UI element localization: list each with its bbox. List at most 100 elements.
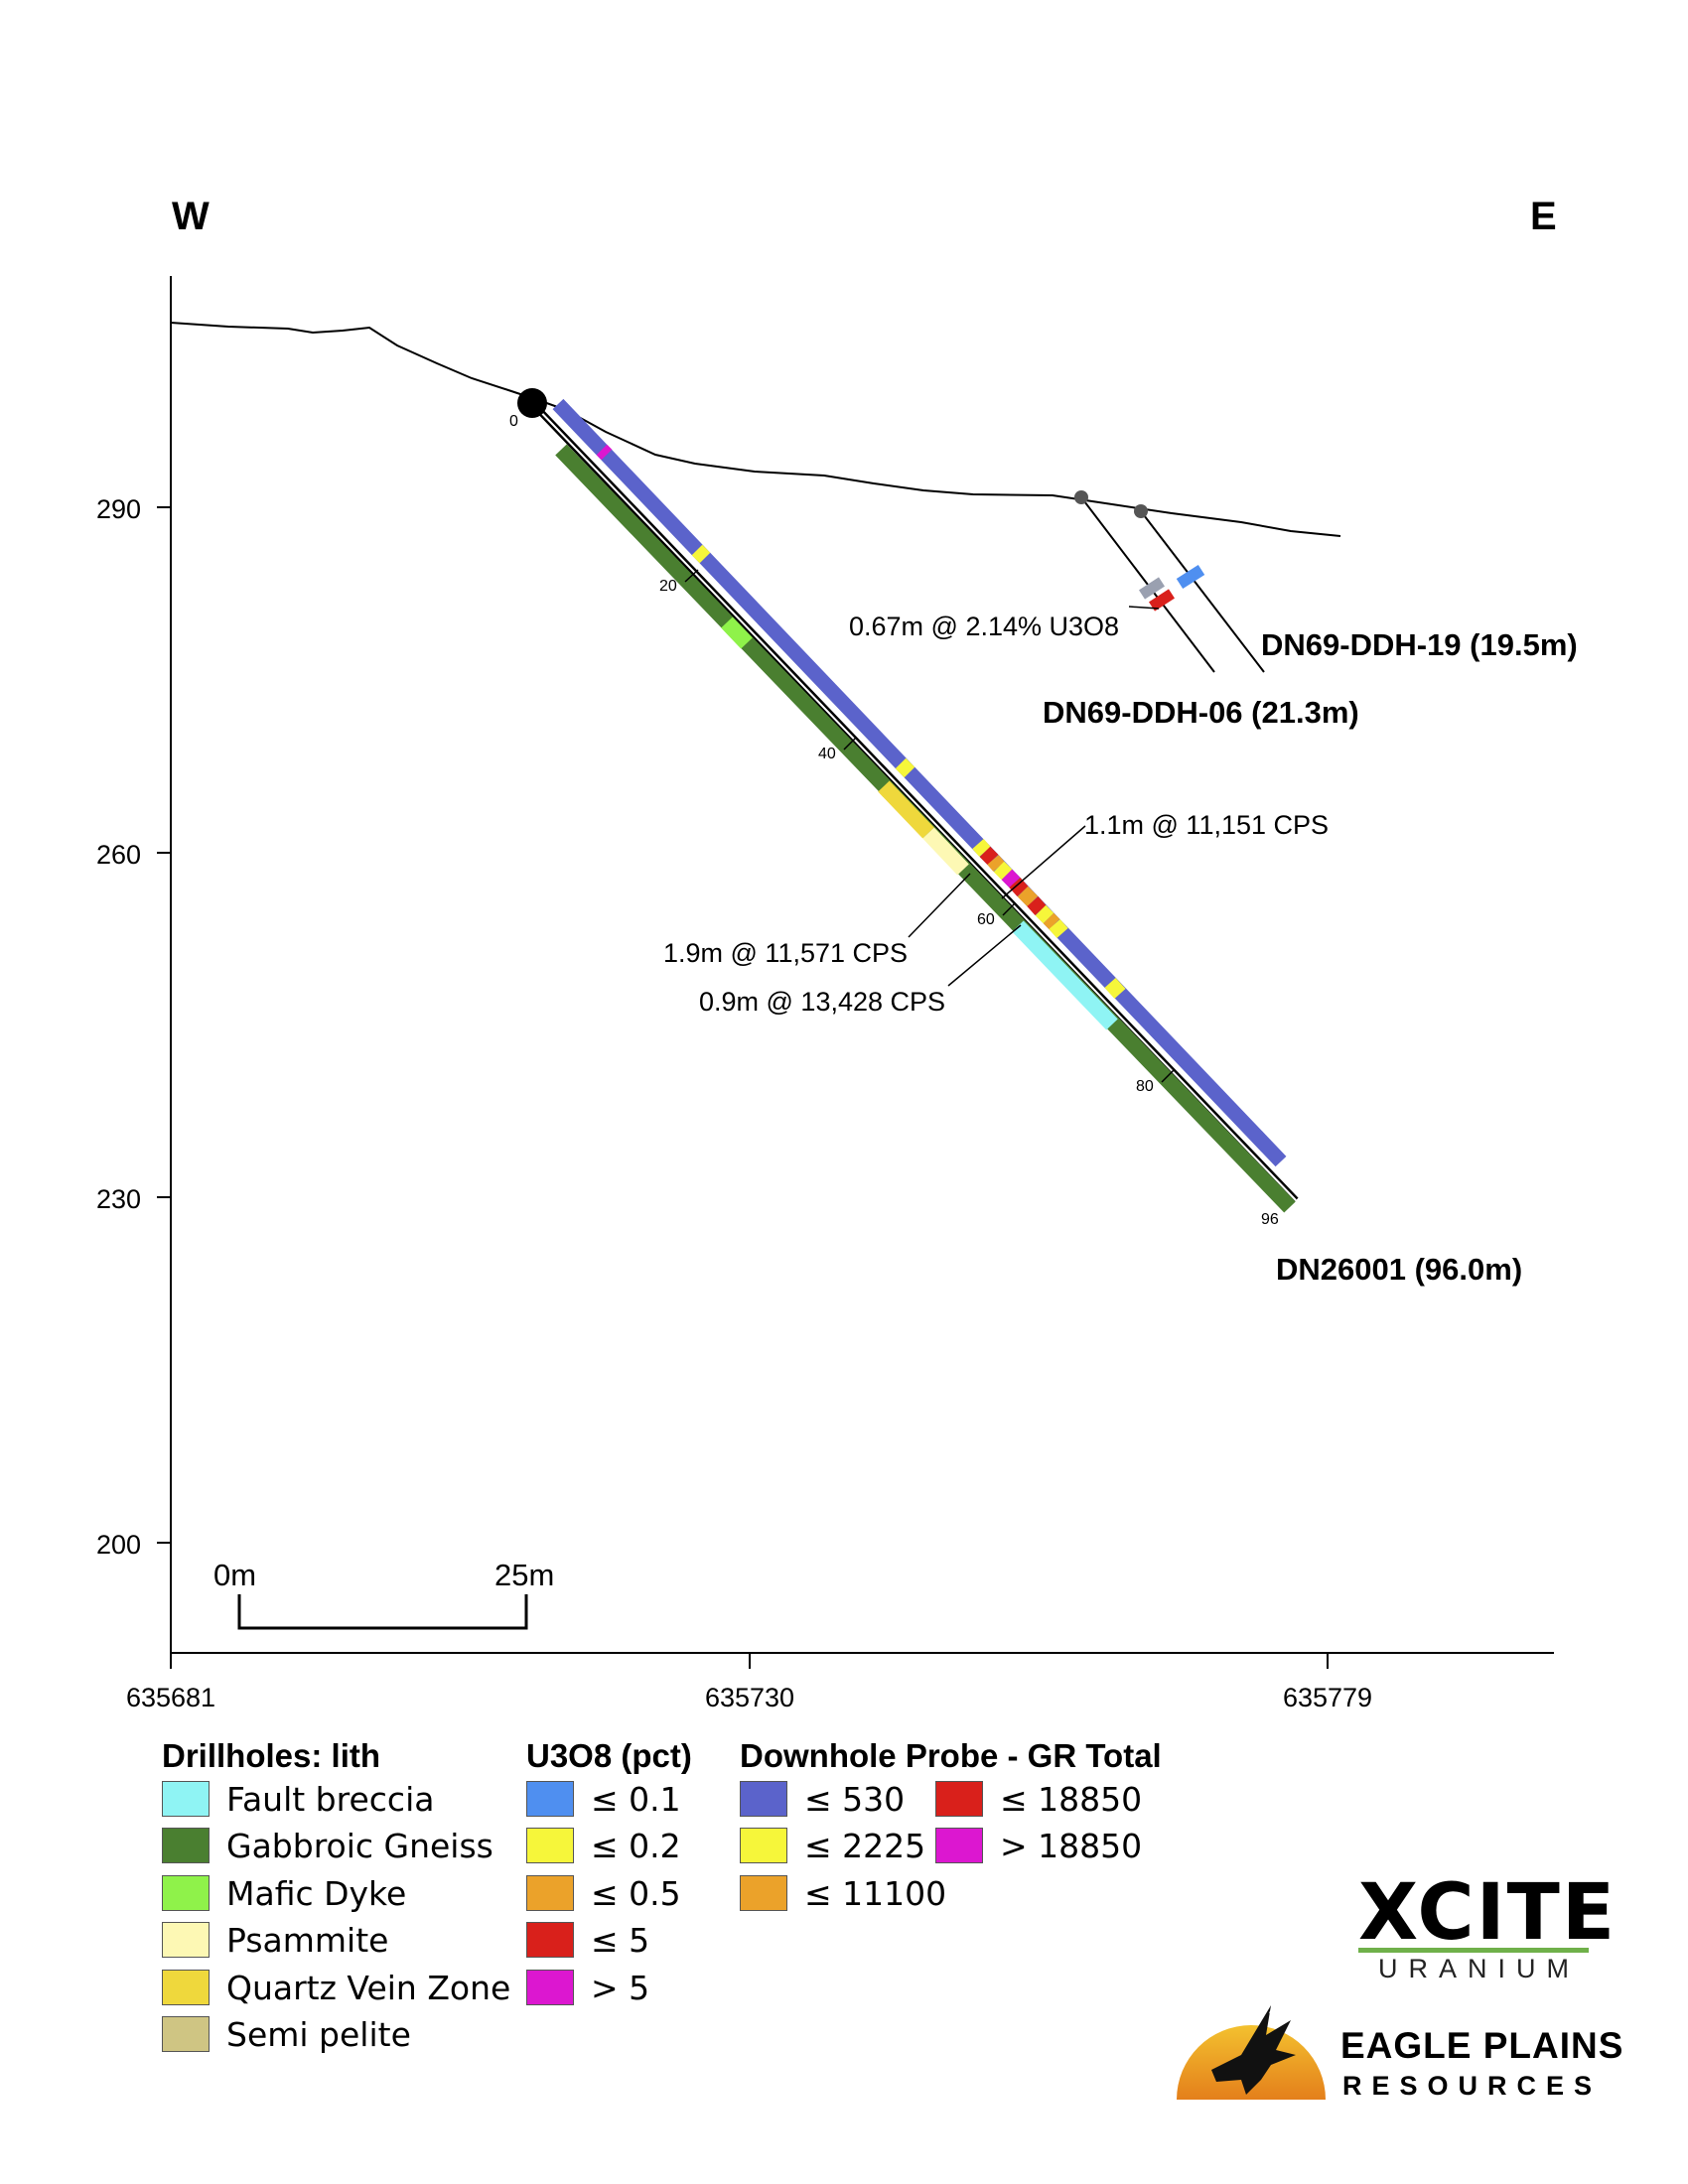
legend-item-u3o8: > 5 [526, 1968, 649, 2007]
legend-label: ≤ 2225 [804, 1826, 926, 1865]
legend-item-psammite: Psammite [162, 1920, 388, 1960]
lith-segment-quartz-vein [878, 780, 934, 839]
legend-label: Semi pelite [226, 2014, 411, 2054]
y-tick-230: 230 [96, 1184, 171, 1214]
legend-item-semi-pelite: Semi pelite [162, 2014, 411, 2054]
legend-item-probe: ≤ 2225 [740, 1826, 925, 1865]
probe-segment-yellow [691, 544, 711, 564]
legend-swatch [162, 1970, 210, 2005]
drillhole-dn69-ddh-19 [1134, 504, 1265, 673]
depth-mark: 0 [509, 413, 518, 430]
probe-segment-yellow [1104, 977, 1126, 1000]
legend-item-probe: ≤ 530 [740, 1779, 905, 1819]
depth-mark: 80 [1136, 1078, 1154, 1095]
annotation-u3o8: 0.67m @ 2.14% U3O8 [849, 612, 1119, 641]
leader-line [947, 924, 1022, 987]
legend-item-mafic-dyke: Mafic Dyke [162, 1873, 406, 1913]
legend-label: Fault breccia [226, 1779, 435, 1819]
legend-title-lith: Drillholes: lith [162, 1737, 381, 1774]
legend-item-gabbroic-gneiss: Gabbroic Gneiss [162, 1826, 493, 1865]
xcite-logo-rule [1358, 1948, 1589, 1953]
legend-swatch [935, 1828, 983, 1863]
legend-swatch [526, 1970, 574, 2005]
y-tick-label: 200 [96, 1530, 141, 1560]
legend-swatch [526, 1875, 574, 1911]
legend-label: ≤ 0.5 [591, 1873, 681, 1913]
probe-segment-red [979, 846, 999, 866]
xcite-logo: XCITE [1358, 1868, 1618, 1958]
legend-item-u3o8: ≤ 0.5 [526, 1873, 681, 1913]
scale-bar-end: 25m [494, 1558, 554, 1592]
xcite-logo-subtitle: URANIUM [1378, 1954, 1580, 1983]
probe-segment-magenta [596, 444, 613, 461]
legend-label: Psammite [226, 1920, 389, 1960]
lith-segment-psammite [922, 827, 969, 876]
annotation-cps: 1.1m @ 11,151 CPS [1084, 810, 1329, 840]
depth-mark: 40 [818, 746, 836, 762]
probe-segment-yellow [993, 861, 1013, 881]
legend-item-u3o8: ≤ 0.1 [526, 1779, 681, 1819]
hole-label: DN69-DDH-06 (21.3m) [1043, 695, 1359, 730]
scale-bar-start: 0m [213, 1558, 256, 1592]
eagle-plains-logo: EAGLE PLAINS [1340, 2025, 1624, 2066]
legend-label: ≤ 11100 [804, 1873, 947, 1913]
x-tick-label: 635681 [126, 1683, 215, 1712]
legend-swatch [740, 1875, 787, 1911]
depth-marks: 0 20 40 60 80 96 [509, 413, 1279, 1228]
legend-label: ≤ 5 [591, 1920, 650, 1960]
legend-item-probe: ≤ 18850 [935, 1779, 1142, 1819]
probe-segment-magenta [1001, 869, 1021, 888]
legend-swatch [740, 1828, 787, 1863]
legend-item-fault-breccia: Fault breccia [162, 1779, 434, 1819]
probe-segment-yellow [972, 839, 991, 857]
legend-label: Quartz Vein Zone [226, 1968, 511, 2007]
legend-label: > 5 [591, 1968, 650, 2007]
leader-line [1001, 825, 1086, 899]
assay-segment-grey [1139, 577, 1165, 600]
lith-segment-fault-breccia [1012, 920, 1118, 1030]
probe-segment-orange [1043, 912, 1060, 930]
legend-swatch [162, 1781, 210, 1817]
x-tick-label: 635779 [1283, 1683, 1372, 1712]
x-tick-635681: 635681 [126, 1653, 215, 1712]
lith-track [555, 444, 1296, 1213]
cross-section: 290 260 230 200 635681 635730 635779 [96, 276, 1578, 1712]
legend-swatch [935, 1781, 983, 1817]
depth-mark: 20 [659, 578, 677, 595]
legend-swatch [526, 1922, 574, 1958]
legend-swatch [526, 1781, 574, 1817]
legend-item-quartz-vein-zone: Quartz Vein Zone [162, 1968, 510, 2007]
legend-label: ≤ 0.2 [591, 1826, 681, 1865]
eagle-logo-icon [1177, 2005, 1326, 2100]
x-tick-635730: 635730 [705, 1653, 794, 1712]
legend-title-u3o8: U3O8 (pct) [526, 1737, 692, 1774]
y-tick-label: 290 [96, 494, 141, 524]
leader-line [908, 873, 971, 938]
legend-swatch [740, 1781, 787, 1817]
drillhole-dn69-ddh-06 [1074, 490, 1215, 673]
legend-item-probe: > 18850 [935, 1826, 1142, 1865]
legend-label: > 18850 [1000, 1826, 1143, 1865]
annotation-cps: 1.9m @ 11,571 CPS [663, 938, 908, 968]
compass-west: W [172, 195, 210, 238]
legend-swatch [162, 1922, 210, 1958]
y-tick-290: 290 [96, 494, 171, 524]
legend-label: Gabbroic Gneiss [226, 1826, 493, 1865]
topography-line [170, 322, 1341, 537]
y-tick-label: 260 [96, 840, 141, 870]
hole-label: DN26001 (96.0m) [1276, 1252, 1522, 1287]
probe-segment-yellow [1049, 919, 1068, 938]
legend-label: ≤ 0.1 [591, 1779, 681, 1819]
assay-segment-blue [1176, 564, 1205, 590]
eagle-plains-logo-subtitle: RESOURCES [1342, 2071, 1603, 2101]
collar-dn26001 [517, 388, 547, 418]
hole-label: DN69-DDH-19 (19.5m) [1261, 627, 1578, 662]
x-tick-635779: 635779 [1283, 1653, 1372, 1712]
legend-item-u3o8: ≤ 0.2 [526, 1826, 681, 1865]
probe-segment-red [1027, 896, 1047, 915]
assay-segment-red [1149, 589, 1175, 612]
lith-segment-mafic-dyke [721, 616, 753, 649]
legend-label: Mafic Dyke [226, 1873, 407, 1913]
leader-line [1128, 606, 1160, 610]
legend-label: ≤ 18850 [1000, 1779, 1143, 1819]
